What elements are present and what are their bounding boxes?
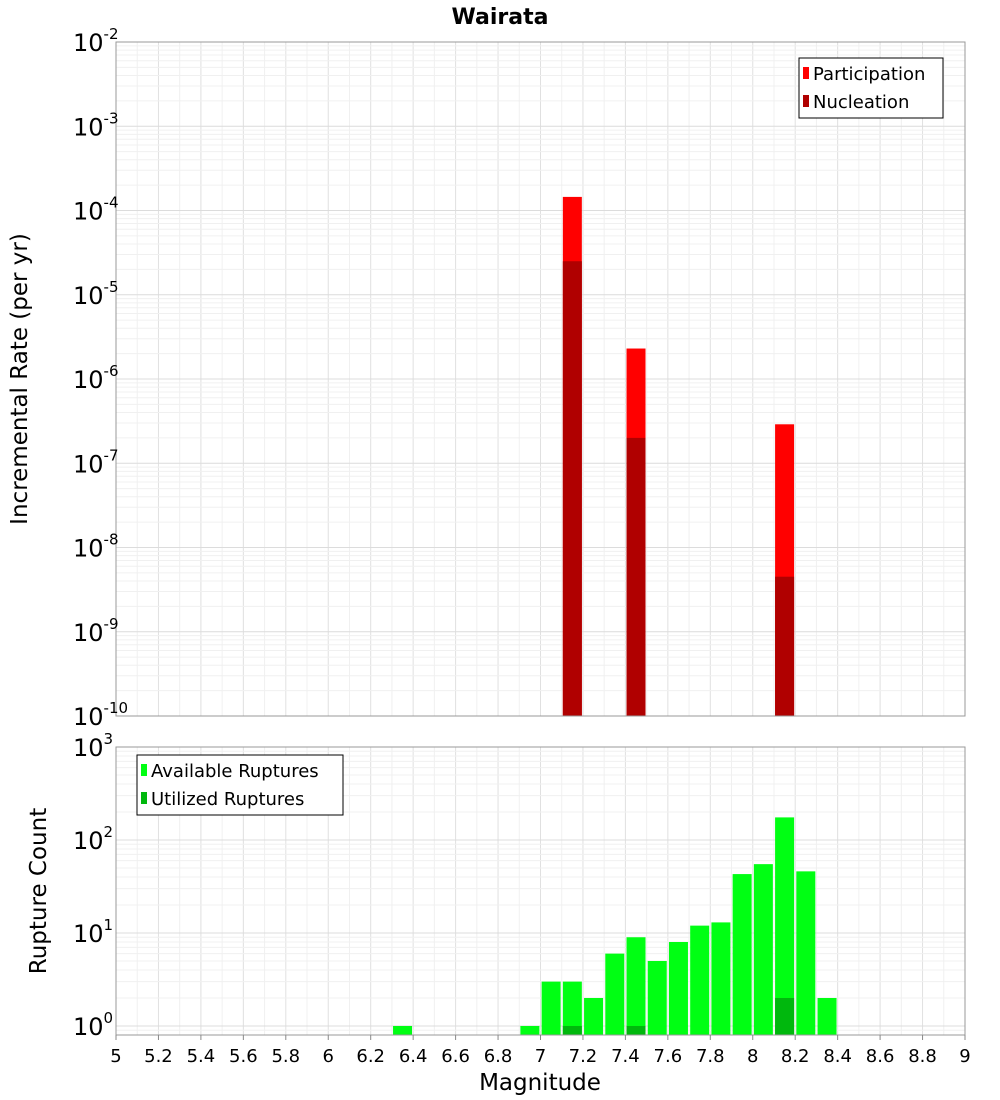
legend-label-utilized: Utilized Ruptures: [151, 789, 304, 810]
count-y-ticks: 100 101 102 103: [73, 730, 113, 1041]
rate-grid: [115, 41, 966, 717]
count-legend: Available Ruptures Utilized Ruptures: [136, 754, 344, 816]
rate-bar-1: [775, 576, 795, 716]
x-tick-label: 5: [110, 1046, 121, 1067]
count-bar-1: [562, 1025, 582, 1035]
count-bar-0: [753, 864, 773, 1035]
legend-label-nucleation: Nucleation: [813, 92, 909, 113]
rate-panel: 10-10 10-9 10-8 10-7 10-6 10-5 10-4 10-3 10-2 In…: [7, 25, 966, 731]
rate-y-tick-label: 10-3: [73, 109, 119, 141]
count-bars: [393, 817, 837, 1035]
rate-y-axis-label: Incremental Rate (per yr): [7, 233, 33, 525]
count-bar-0: [562, 981, 582, 1035]
count-bar-0: [817, 997, 837, 1035]
rate-bars: [562, 196, 795, 717]
rate-bar-1: [626, 437, 646, 716]
rate-legend: Participation Nucleation: [798, 57, 944, 119]
rate-y-tick-label: 10-6: [73, 362, 119, 394]
x-tick-label: 6.2: [356, 1046, 385, 1067]
x-tick-label: 6.6: [441, 1046, 470, 1067]
count-bar-0: [520, 1025, 540, 1035]
x-tick-label: 8.6: [866, 1046, 895, 1067]
count-bar-1: [775, 997, 795, 1035]
legend-swatch-utilized: [141, 792, 147, 804]
x-tick-label: 9: [959, 1046, 970, 1067]
count-y-tick-label: 100: [73, 1009, 113, 1041]
count-bar-0: [796, 871, 816, 1035]
rate-y-tick-label: 10-9: [73, 615, 119, 647]
x-tick-label: 7.4: [611, 1046, 640, 1067]
chart-title: Wairata: [452, 5, 549, 30]
x-tick-label: 6.4: [399, 1046, 428, 1067]
count-y-tick-label: 101: [73, 916, 113, 948]
legend-label-available: Available Ruptures: [151, 761, 319, 782]
x-tick-label: 5.4: [187, 1046, 216, 1067]
x-tick-label: 8.2: [781, 1046, 810, 1067]
count-bar-0: [690, 925, 710, 1035]
count-y-tick-label: 102: [73, 823, 113, 855]
x-tick-label: 6: [323, 1046, 334, 1067]
count-bar-0: [711, 922, 731, 1035]
count-bar-0: [775, 817, 795, 1035]
count-y-axis-label: Rupture Count: [26, 808, 52, 974]
x-ticks: 5 5.2 5.4 5.6 5.8 6 6.2 6.4 6.6 6.8 7 7.2 7.4 7.6 7.8 8…: [110, 1035, 971, 1067]
x-axis-label: Magnitude: [479, 1070, 601, 1096]
rate-y-tick-label: 10-7: [73, 446, 119, 478]
legend-swatch-available: [141, 764, 147, 776]
count-y-tick-label: 103: [73, 730, 113, 762]
count-bar-1: [626, 1025, 646, 1035]
rate-plot-frame: [115, 41, 966, 717]
count-legend-box: [136, 754, 344, 816]
count-bar-0: [668, 942, 688, 1035]
rate-bar-1: [562, 261, 582, 716]
legend-swatch-nucleation: [803, 95, 809, 107]
x-tick-label: 7.6: [654, 1046, 683, 1067]
rate-y-tick-label: 10-8: [73, 531, 119, 563]
x-tick-label: 7: [535, 1046, 546, 1067]
x-tick-label: 5.6: [229, 1046, 258, 1067]
legend-label-participation: Participation: [813, 64, 925, 85]
rate-y-ticks: 10-10 10-9 10-8 10-7 10-6 10-5 10-4 10-3 10-2: [73, 25, 128, 731]
rate-y-tick-label: 10-2: [73, 25, 119, 57]
x-tick-label: 7.8: [696, 1046, 725, 1067]
count-grid: [115, 746, 966, 1036]
x-tick-label: 8.4: [823, 1046, 852, 1067]
legend-swatch-participation: [803, 67, 809, 79]
rate-y-tick-label: 10-4: [73, 194, 119, 226]
rate-legend-box: [798, 57, 944, 119]
x-tick-label: 8.8: [908, 1046, 937, 1067]
count-bar-0: [626, 937, 646, 1035]
count-panel: 100 101 102 103 5 5.2 5.4 5.6 5.8 6 6.2 6.4 6.6 6.8 7…: [26, 730, 971, 1096]
count-bar-0: [393, 1025, 413, 1035]
x-tick-label: 5.8: [271, 1046, 300, 1067]
rate-y-tick-label: 10-10: [73, 699, 128, 731]
count-bar-0: [541, 981, 561, 1035]
x-tick-label: 7.2: [569, 1046, 598, 1067]
x-tick-label: 8: [747, 1046, 758, 1067]
x-tick-label: 6.8: [484, 1046, 513, 1067]
count-bar-0: [732, 874, 752, 1035]
x-tick-label: 5.2: [144, 1046, 173, 1067]
rate-y-tick-label: 10-5: [73, 278, 119, 310]
count-bar-0: [647, 960, 667, 1035]
count-bar-0: [584, 997, 604, 1035]
count-bar-0: [605, 953, 625, 1035]
